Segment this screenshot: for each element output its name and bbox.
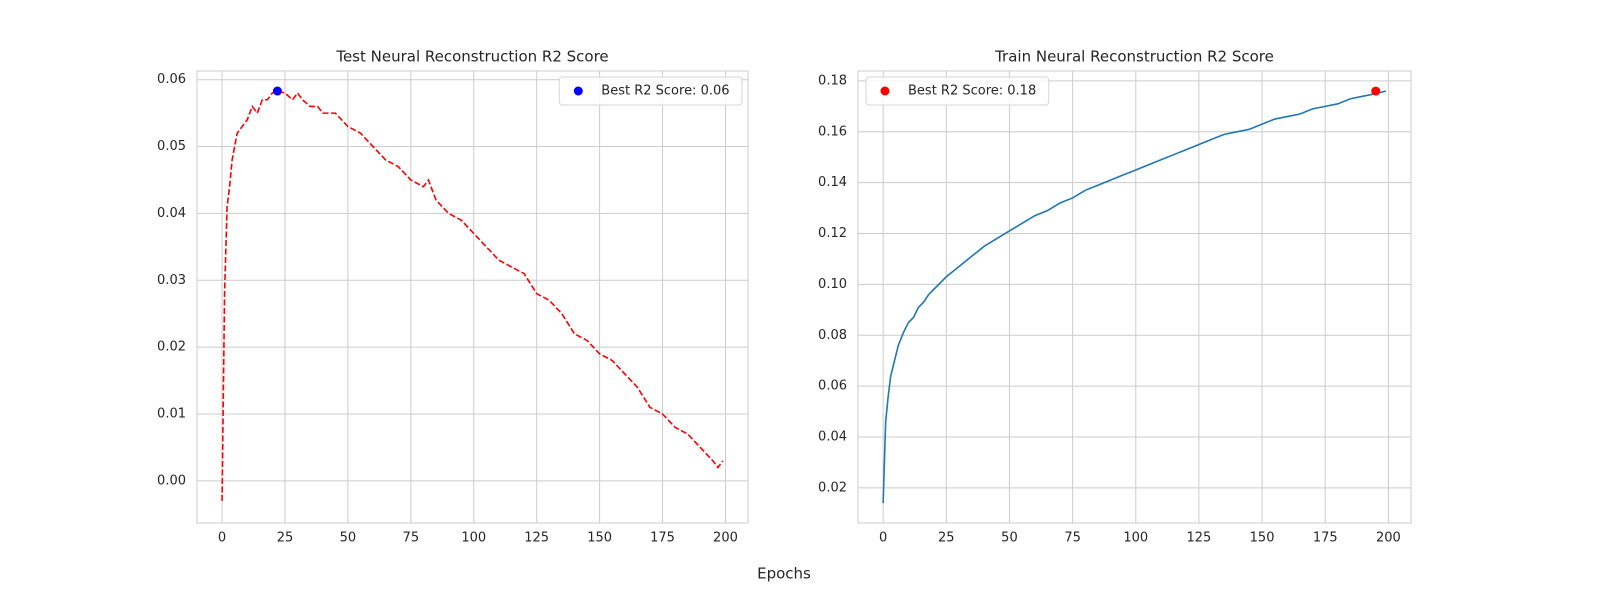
- y-tick-label: 0.06: [818, 379, 847, 394]
- y-tick-label: 0.14: [818, 175, 847, 190]
- y-tick-label: 0.18: [818, 73, 847, 88]
- y-tick-label: 0.16: [818, 124, 847, 139]
- y-tick-label: 0.05: [157, 139, 186, 154]
- y-tick-label: 0.01: [157, 407, 186, 422]
- y-tick-label: 0.08: [818, 328, 847, 343]
- y-tick-label: 0.10: [818, 277, 847, 292]
- legend-box: [558, 76, 743, 106]
- x-tick-label: 25: [938, 531, 955, 546]
- y-tick-label: 0.02: [818, 480, 847, 495]
- x-tick-label: 50: [340, 531, 357, 546]
- plot-frame: [196, 70, 749, 524]
- x-tick-label: 175: [650, 531, 675, 546]
- legend-box: [865, 76, 1050, 106]
- data-line: [882, 90, 1387, 504]
- x-tick-label: 150: [587, 531, 612, 546]
- x-tick-label: 0: [879, 531, 887, 546]
- x-tick-label: 100: [1123, 531, 1148, 546]
- y-tick-label: 0.12: [818, 226, 847, 241]
- x-axis-label: Epochs: [757, 565, 811, 583]
- legend-label: Best R2 Score: 0.18: [908, 84, 1036, 99]
- y-tick-label: 0.03: [157, 273, 186, 288]
- x-tick-label: 25: [277, 531, 294, 546]
- x-tick-label: 125: [524, 531, 549, 546]
- x-tick-label: 100: [461, 531, 486, 546]
- y-tick-label: 0.04: [157, 206, 186, 221]
- chart-title: Train Neural Reconstruction R2 Score: [994, 48, 1274, 66]
- legend-label: Best R2 Score: 0.06: [601, 84, 729, 99]
- data-line: [221, 90, 724, 501]
- x-tick-label: 200: [1376, 531, 1401, 546]
- legend-marker: [573, 86, 583, 96]
- y-tick-label: 0.06: [157, 72, 186, 87]
- y-tick-label: 0.02: [157, 340, 186, 355]
- x-tick-label: 0: [218, 531, 226, 546]
- y-tick-label: 0.00: [157, 473, 186, 488]
- best-point: [1371, 86, 1381, 96]
- x-tick-label: 50: [1001, 531, 1018, 546]
- y-tick-label: 0.04: [818, 430, 847, 445]
- x-tick-label: 75: [403, 531, 420, 546]
- legend-marker: [880, 86, 890, 96]
- chart-title: Test Neural Reconstruction R2 Score: [335, 48, 608, 66]
- best-point: [272, 86, 282, 96]
- x-tick-label: 75: [1064, 531, 1081, 546]
- x-tick-label: 150: [1250, 531, 1275, 546]
- plot-frame: [857, 70, 1412, 524]
- x-tick-label: 125: [1187, 531, 1212, 546]
- x-tick-label: 200: [713, 531, 738, 546]
- x-tick-label: 175: [1313, 531, 1338, 546]
